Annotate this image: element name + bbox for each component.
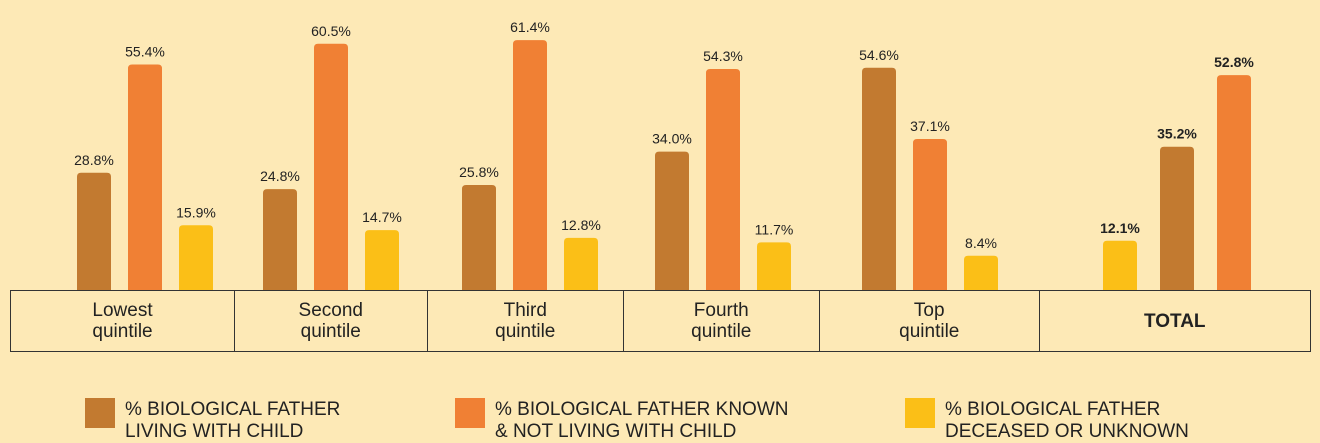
bar: [655, 151, 689, 290]
category-label: Third quintile: [426, 290, 624, 352]
bar: [862, 67, 896, 290]
value-label: 28.8%: [74, 152, 114, 168]
value-label: 25.8%: [459, 164, 499, 180]
bar: [964, 255, 998, 290]
bar: [913, 139, 947, 290]
value-label: 11.7%: [755, 221, 794, 237]
legend-label: % BIOLOGICAL FATHER LIVING WITH CHILD: [125, 399, 341, 442]
value-label: 15.9%: [176, 204, 216, 220]
category-label: Second quintile: [233, 290, 428, 352]
bar: [77, 172, 111, 290]
value-label: 14.7%: [362, 209, 402, 225]
value-label: 34.0%: [652, 131, 692, 147]
value-label: 54.3%: [703, 48, 743, 64]
value-label: 35.2%: [1157, 126, 1197, 142]
value-label: 24.8%: [260, 168, 300, 184]
bar: [1103, 240, 1137, 290]
value-label: 52.8%: [1214, 54, 1254, 70]
bar: [1160, 146, 1194, 290]
legend-label: % BIOLOGICAL FATHER DECEASED OR UNKNOWN: [945, 399, 1189, 442]
category-label: Lowest quintile: [10, 290, 235, 352]
bar: [314, 43, 348, 290]
bar: [263, 189, 297, 290]
legend-swatch: [455, 398, 485, 428]
bar: [462, 184, 496, 290]
bar: [1217, 75, 1251, 290]
value-label: 37.1%: [910, 118, 950, 134]
legend-swatch: [85, 398, 115, 428]
bar: [564, 237, 598, 290]
bar: [365, 230, 399, 290]
bar: [513, 40, 547, 290]
category-label: TOTAL: [1038, 290, 1311, 352]
category-label: Fourth quintile: [622, 290, 820, 352]
value-label: 8.4%: [965, 235, 997, 251]
bar: [757, 242, 791, 290]
bar: [128, 64, 162, 290]
bar: [179, 225, 213, 290]
legend-label: % BIOLOGICAL FATHER KNOWN & NOT LIVING W…: [495, 399, 789, 442]
legend-swatch: [905, 398, 935, 428]
value-label: 12.1%: [1100, 220, 1140, 236]
value-label: 54.6%: [859, 47, 899, 63]
category-label: Top quintile: [818, 290, 1040, 352]
value-label: 61.4%: [510, 19, 550, 35]
value-label: 55.4%: [125, 44, 165, 60]
value-label: 60.5%: [311, 23, 351, 39]
value-label: 12.8%: [561, 217, 601, 233]
bar: [706, 68, 740, 291]
